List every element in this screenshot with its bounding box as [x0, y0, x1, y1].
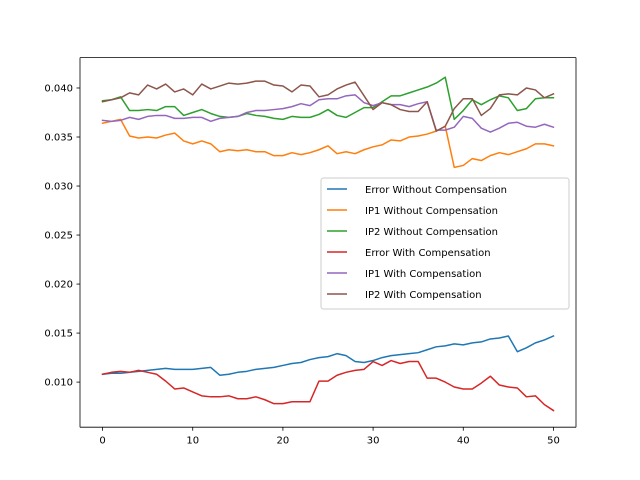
y-tick-label: 0.015: [44, 329, 73, 340]
series-line-1: [101, 335, 555, 376]
legend-label-6: IP2 With Compensation: [365, 290, 482, 301]
x-tick-label: 20: [277, 436, 290, 447]
legend-box: [320, 177, 570, 310]
x-tick-label: 10: [186, 436, 199, 447]
legend-label-5: IP1 With Compensation: [365, 269, 482, 280]
x-tick-label: 30: [367, 436, 380, 447]
y-tick-label: 0.030: [44, 182, 73, 193]
series-line-5: [101, 94, 555, 133]
series-layer: [101, 76, 555, 412]
legend-label-1: Error Without Compensation: [365, 185, 507, 196]
legend: Error Without Compensation IP1 Without Co…: [320, 177, 570, 310]
x-tick-label: 40: [457, 436, 470, 447]
series-line-6: [101, 80, 555, 132]
series-line-4: [101, 359, 555, 412]
y-tick-label: 0.020: [44, 280, 73, 291]
axes-layer: 0 10 20 30 40 50 0.010 0.015 0.020 0.025 0.030 0.03…: [44, 57, 577, 447]
legend-label-2: IP1 Without Compensation: [365, 206, 498, 217]
series-line-2: [101, 118, 555, 169]
legend-label-3: IP2 Without Compensation: [365, 227, 498, 238]
y-tick-label: 0.040: [44, 84, 73, 95]
x-tick-label: 50: [547, 436, 560, 447]
y-tick-label: 0.035: [44, 133, 73, 144]
y-tick-label: 0.010: [44, 378, 73, 389]
x-tick-label: 0: [99, 436, 105, 447]
legend-label-4: Error With Compensation: [365, 248, 491, 259]
series-line-3: [101, 76, 555, 121]
y-tick-label: 0.025: [44, 231, 73, 242]
